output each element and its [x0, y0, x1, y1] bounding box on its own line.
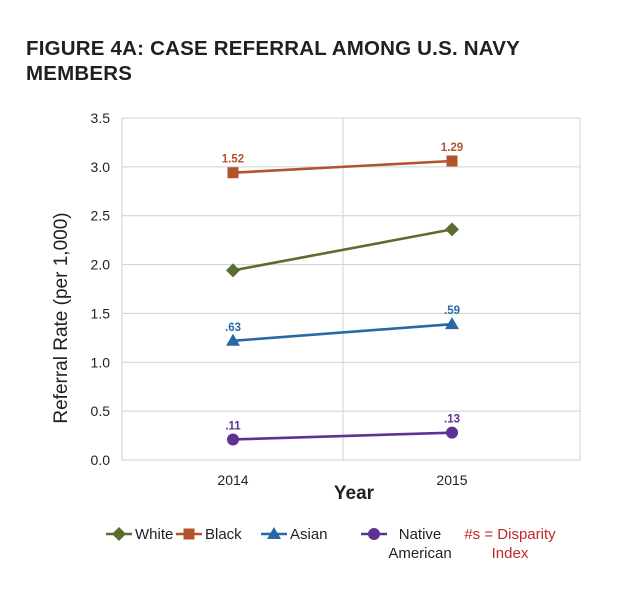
data-point-asian [445, 317, 459, 330]
y-tick-label: 3.5 [91, 110, 111, 126]
legend-marker [267, 527, 281, 539]
legend-item-black: Black [176, 526, 242, 543]
y-tick-label: 2.0 [91, 257, 111, 273]
series-line-white [232, 228, 453, 272]
x-tick-label: 2015 [436, 472, 467, 488]
data-point-native-american [446, 426, 458, 439]
y-tick-label: 3.0 [91, 159, 111, 175]
y-tick-labels: 0.0 0.5 1.0 1.5 2.0 2.5 3.0 3.5 [91, 110, 111, 468]
chart-title: FIGURE 4A: CASE REFERRAL AMONG U.S. NAVY… [26, 37, 520, 85]
legend-marker [112, 527, 126, 541]
legend-label: Asian [290, 526, 328, 543]
data-label-native-american: .13 [444, 414, 460, 426]
legend-marker [368, 528, 380, 540]
data-point-white [226, 263, 240, 278]
legend-label: American [388, 545, 451, 562]
y-axis-title: Referral Rate (per 1,000) [51, 212, 72, 423]
series-line-black [232, 159, 453, 175]
legend-label: White [135, 526, 173, 543]
legend-marker [183, 528, 195, 540]
y-tick-label: 1.5 [91, 305, 111, 321]
data-point-asian [226, 333, 240, 346]
disparity-note: Index [492, 545, 529, 562]
series-line-native-american [232, 431, 453, 441]
data-label-black: 1.52 [222, 154, 244, 166]
y-tick-label: 0.5 [91, 403, 111, 419]
data-point-black [446, 155, 458, 167]
x-tick-labels: 2014 2015 [217, 472, 467, 488]
data-point-black [227, 167, 239, 179]
data-point-white [445, 222, 459, 237]
series-group [226, 155, 459, 446]
disparity-note: #s = Disparity [464, 526, 556, 543]
legend-item-asian: Asian [261, 526, 328, 543]
y-tick-label: 0.0 [91, 452, 111, 468]
x-axis-title: Year [334, 483, 375, 504]
gridlines [121, 117, 581, 461]
legend-label: Black [205, 526, 242, 543]
data-labels: 1.52 1.29 .63 .59 .11 .13 [222, 142, 463, 432]
data-label-native-american: .11 [225, 420, 241, 432]
legend-item-white: White [106, 526, 173, 543]
data-point-native-american [227, 433, 239, 446]
legend-label: Native [399, 526, 442, 543]
data-label-black: 1.29 [441, 142, 463, 154]
x-tick-label: 2014 [217, 472, 248, 488]
legend-item-native-american: Native American [361, 526, 452, 562]
y-tick-label: 2.5 [91, 208, 111, 224]
data-label-asian: .63 [225, 322, 241, 334]
y-tick-label: 1.0 [91, 354, 111, 370]
data-label-asian: .59 [444, 305, 460, 317]
series-line-asian [232, 322, 453, 343]
legend: White Black Asian Native American #s = Dispar… [106, 526, 556, 562]
